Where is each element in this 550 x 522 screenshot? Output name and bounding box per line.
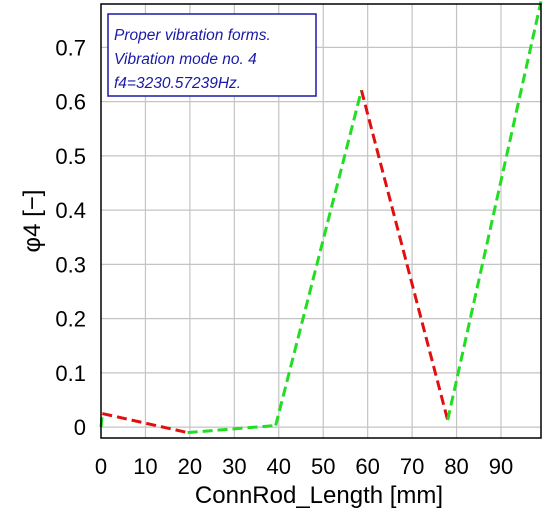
x-tick-label: 80: [444, 454, 468, 479]
series-segment: [274, 89, 363, 426]
y-tick-labels: 0 0.1 0.2 0.3 0.4 0.5 0.6 0.7: [55, 35, 86, 440]
x-tick-label: 40: [267, 454, 291, 479]
y-tick-label: 0.1: [55, 361, 86, 386]
series-segment: [359, 89, 450, 421]
annotation-line-3: f4=3230.57239Hz.: [114, 75, 241, 92]
y-tick-label: 0.7: [55, 35, 86, 60]
x-tick-label: 0: [95, 454, 107, 479]
y-tick-label: 0.5: [55, 144, 86, 169]
x-tick-label: 20: [178, 454, 202, 479]
x-tick-label: 50: [311, 454, 335, 479]
x-tick-labels: 0 10 20 30 40 50 60 70 80 90: [95, 454, 513, 479]
x-tick-label: 30: [222, 454, 246, 479]
y-axis-label: φ4 [−]: [19, 190, 46, 253]
series-segment: [446, 0, 543, 421]
y-tick-label: 0.4: [55, 198, 86, 223]
x-tick-label: 60: [355, 454, 379, 479]
y-tick-label: 0.6: [55, 90, 86, 115]
x-tick-label: 90: [489, 454, 513, 479]
annotation-line-2: Vibration mode no. 4: [114, 51, 257, 68]
x-tick-label: 10: [133, 454, 157, 479]
y-tick-label: 0: [74, 415, 86, 440]
annotation-box: Proper vibration forms. Vibration mode n…: [107, 13, 317, 97]
y-tick-label: 0.3: [55, 252, 86, 277]
x-tick-label: 70: [400, 454, 424, 479]
x-axis-label: ConnRod_Length [mm]: [195, 482, 443, 509]
y-tick-label: 0.2: [55, 307, 86, 332]
annotation-line-1: Proper vibration forms.: [114, 27, 271, 44]
grid: [101, 4, 541, 438]
plot-frame: [100, 3, 542, 439]
